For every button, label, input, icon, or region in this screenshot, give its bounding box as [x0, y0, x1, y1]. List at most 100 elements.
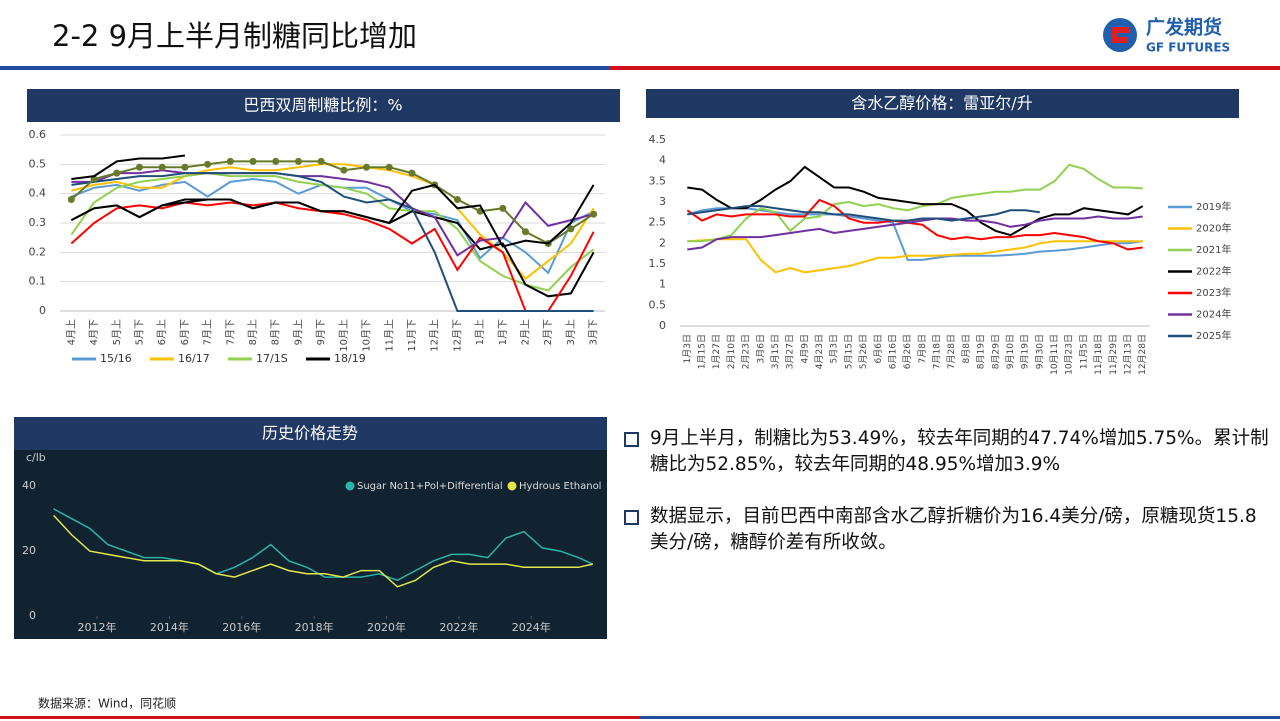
- x-tick-label: 2月上: [520, 319, 532, 345]
- chart-title: 巴西双周制糖比例：%: [243, 96, 402, 115]
- point: [272, 157, 280, 165]
- y-tick-label: 0.2: [29, 245, 47, 258]
- x-tick-label: 9月30日: [1034, 334, 1045, 369]
- series-line: [70, 160, 595, 245]
- x-tick-label: 12月28日: [1137, 334, 1148, 375]
- point: [340, 166, 348, 174]
- point: [113, 169, 121, 177]
- y-tick-label: 4.5: [649, 133, 667, 146]
- header-rule: [610, 66, 1280, 70]
- x-tick-label: 2018年: [295, 620, 334, 634]
- legend-label: 15/16: [100, 352, 132, 365]
- x-tick-label: 1月下: [497, 319, 509, 345]
- x-tick-label: 2014年: [150, 620, 189, 634]
- x-tick-label: 6月6日: [873, 334, 884, 363]
- x-tick-label: 2016年: [222, 620, 261, 634]
- series-line: [687, 207, 1143, 261]
- x-tick-label: 5月26日: [858, 334, 869, 369]
- legend-label: 2019年: [1196, 200, 1231, 213]
- bullet: 9月上半月，制糖比为53.49%，较去年同期的47.74%增加5.75%。累计制…: [622, 426, 1272, 478]
- x-tick-label: 3月上: [565, 319, 577, 345]
- point: [204, 160, 212, 168]
- y-tick-label: 3.5: [649, 174, 667, 187]
- y-tick-label: 0: [659, 319, 666, 332]
- x-tick-label: 2024年: [512, 620, 551, 634]
- point: [385, 163, 393, 171]
- x-tick-label: 4月23日: [814, 334, 825, 369]
- y-tick-label: 2: [659, 236, 666, 249]
- x-tick-label: 7月上: [202, 319, 214, 345]
- series-line: [687, 165, 1144, 237]
- x-tick-label: 5月3日: [829, 334, 840, 363]
- y-tick-label: 1: [659, 278, 666, 291]
- x-tick-label: 2012年: [78, 620, 117, 634]
- x-tick-label: 11月18日: [1093, 334, 1104, 375]
- legend-label: 2022年: [1196, 265, 1231, 278]
- x-tick-label: 8月上: [247, 319, 259, 345]
- point: [453, 196, 461, 204]
- legend-label: Hydrous Ethanol: [519, 481, 601, 492]
- x-tick-label: 1月15日: [697, 334, 708, 369]
- y-tick-label: 1.5: [649, 257, 667, 270]
- x-tick-label: 6月16日: [887, 334, 898, 369]
- title-bar: [14, 417, 607, 450]
- x-tick-label: 1月上: [474, 319, 486, 345]
- point: [590, 210, 598, 218]
- series-line: [53, 508, 594, 582]
- series-line: [71, 163, 595, 281]
- point: [67, 196, 75, 204]
- series-line: [71, 169, 594, 257]
- y-tick-label: 0: [29, 609, 36, 622]
- point: [408, 169, 416, 177]
- x-tick-label: 11月5日: [1078, 334, 1089, 369]
- point: [158, 163, 166, 171]
- series-line: [687, 215, 1143, 251]
- slide-title: 2-2 9月上半月制糖同比增加: [52, 19, 417, 53]
- chart-title: 历史价格走势: [262, 424, 358, 443]
- x-tick-label: 9月19日: [1020, 334, 1031, 369]
- series-line: [70, 183, 595, 248]
- series-line: [53, 514, 593, 588]
- x-tick-label: 3月下: [588, 319, 600, 345]
- x-tick-label: 6月上: [156, 319, 168, 345]
- x-tick-label: 2022年: [439, 620, 478, 634]
- x-tick-label: 6月26日: [902, 334, 913, 369]
- x-tick-label: 9月上: [292, 319, 304, 345]
- series-line: [70, 172, 595, 292]
- x-tick-label: 2月下: [542, 319, 554, 345]
- x-tick-label: 10月上: [338, 319, 350, 352]
- x-tick-label: 2月23日: [741, 334, 752, 369]
- point: [522, 228, 530, 236]
- logo-cn: 广发期货: [1146, 16, 1222, 39]
- x-tick-label: 1月27日: [711, 334, 722, 369]
- series-line: [71, 177, 595, 275]
- x-tick-label: 7月8日: [917, 334, 928, 363]
- legend-label: 2021年: [1196, 243, 1231, 256]
- logo-icon: [1103, 18, 1137, 52]
- point: [567, 225, 575, 233]
- point: [499, 204, 507, 212]
- y-tick-label: 3: [659, 195, 666, 208]
- legend-swatch: [345, 481, 355, 491]
- x-tick-label: 3月15日: [770, 334, 781, 369]
- y-tick-label: 0.6: [29, 128, 47, 141]
- legend-label: 2025年: [1196, 329, 1231, 342]
- y-tick-label: 0.5: [29, 157, 47, 170]
- x-tick-label: 12月13日: [1122, 334, 1133, 375]
- title-bar: [27, 89, 620, 122]
- x-tick-label: 8月29日: [990, 334, 1001, 369]
- header-rule: [0, 66, 610, 70]
- x-tick-label: 1月3日: [682, 334, 693, 363]
- series-line: [71, 172, 594, 312]
- x-tick-label: 2020年: [367, 620, 406, 634]
- x-tick-label: 7月下: [224, 319, 236, 345]
- y-tick-label: 0.3: [29, 216, 47, 229]
- y-tick-label: 40: [22, 479, 36, 492]
- legend-label: Sugar No11+Pol+Differential: [357, 481, 503, 492]
- point: [363, 163, 371, 171]
- point: [317, 157, 325, 165]
- x-tick-label: 11月下: [406, 319, 418, 352]
- x-tick-label: 10月11日: [1049, 334, 1060, 375]
- series-line: [687, 238, 1143, 274]
- x-tick-label: 7月18日: [932, 334, 943, 369]
